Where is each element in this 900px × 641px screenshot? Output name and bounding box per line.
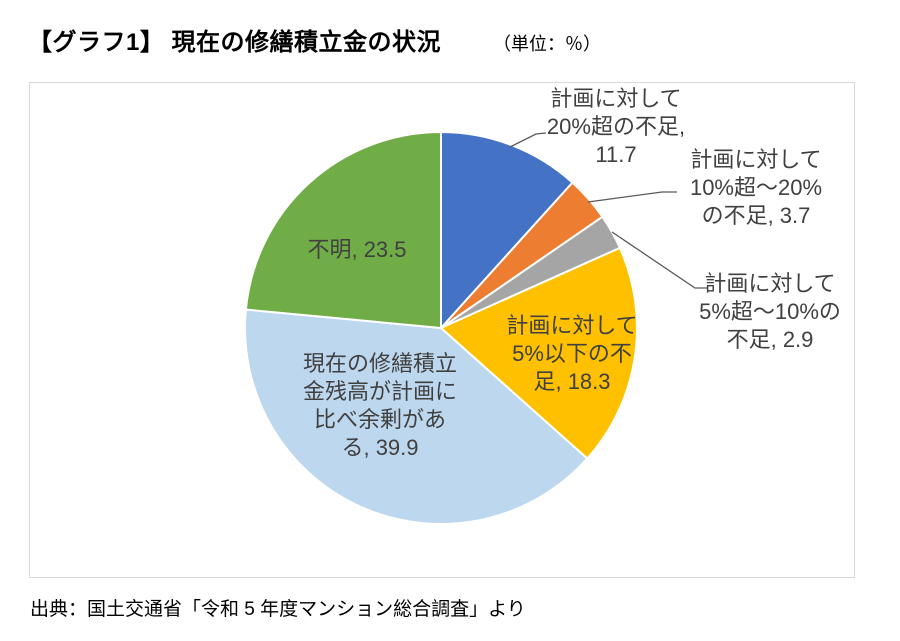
pie-label-line: 計画に対して [506,313,638,338]
pie-label-shortfall-over-20pct: 計画に対して 20%超の不足, 11.7 [547,85,685,169]
pie-label-line: 比べ余剰があ [313,407,447,432]
pie-label-surplus: 現在の修繕積立 金残高が計画に 比べ余剰があ る, 39.9 [303,350,457,462]
pie-label-shortfall-5-10pct: 計画に対して 5%超～10%の 不足, 2.9 [699,270,841,354]
pie-label-line: 現在の修繕積立 [302,351,458,376]
pie-label-line: の不足, 3.7 [701,203,811,228]
pie-label-shortfall-under-5pct: 計画に対して 5%以下の不 足, 18.3 [506,312,637,396]
pie-label-line: 計画に対して [690,147,822,172]
pie-label-line: 計画に対して [550,86,682,111]
pie-slice-3 [440,246,638,460]
chart-title: 【グラフ1】 現在の修繕積立金の状況 [28,29,442,56]
pie-label-line: 5%超～10%の [699,299,841,324]
leader-line-0 [509,132,547,148]
source-note: 出典：国土交通省「令和 5 年度マンション総合調査」より [30,599,526,620]
pie-label-line: 10%超～20% [689,175,823,200]
chart-title-row: 【グラフ1】 現在の修繕積立金の状況 （単位：％） [28,22,601,57]
pie-label-line: 11.7 [595,142,637,167]
pie-slice-0 [440,131,574,329]
pie-label-line: る, 39.9 [341,435,419,460]
leader-line-1 [587,191,677,203]
pie-label-line: 足, 18.3 [533,369,611,394]
pie-label-line: 不明, 23.5 [307,237,407,262]
pie-slice-5 [244,131,442,329]
pie-slice-4 [244,308,589,525]
pie-label-shortfall-10-20pct: 計画に対して 10%超～20% の不足, 3.7 [690,146,822,230]
pie-label-line: 5%以下の不 [512,341,632,366]
pie-label-line: 不足, 2.9 [726,327,814,352]
pie-label-line: 金残高が計画に [302,379,458,404]
pie-label-line: 20%超の不足, [546,114,686,139]
leader-line-2 [611,231,708,289]
pie-label-line: 計画に対して [704,271,836,296]
pie-label-unknown: 不明, 23.5 [307,236,406,264]
unit-note: （単位：％） [493,34,602,54]
